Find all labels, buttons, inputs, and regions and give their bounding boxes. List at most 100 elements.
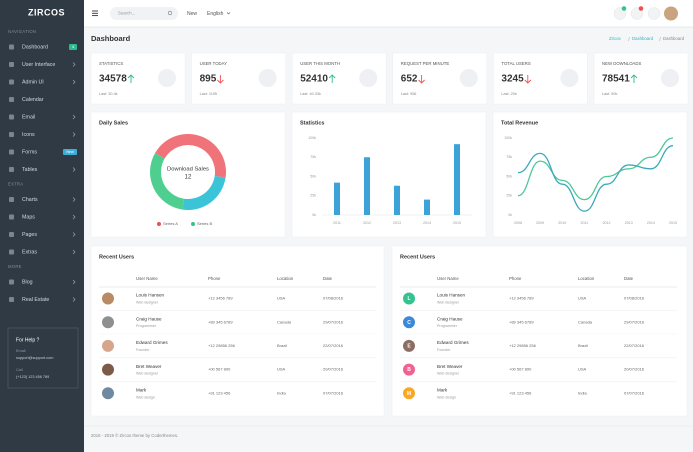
user-role: Web designer bbox=[136, 300, 159, 304]
stat-last: Last: 956 bbox=[401, 92, 417, 96]
bar bbox=[364, 157, 370, 215]
logo[interactable]: ZIRCOS bbox=[28, 7, 65, 17]
search-box bbox=[110, 7, 178, 20]
nav-icon bbox=[9, 149, 14, 155]
y-tick-label: 75k bbox=[506, 155, 512, 159]
nav-chevron bbox=[72, 79, 76, 85]
nav-item[interactable]: Forms bbox=[22, 149, 37, 155]
line-series bbox=[517, 145, 674, 212]
table-card bbox=[391, 245, 688, 417]
nav-icon bbox=[9, 132, 14, 137]
stat-icon bbox=[560, 69, 579, 87]
stat-value: 78541 bbox=[602, 74, 630, 85]
cell-phone: +91 123 456 bbox=[208, 390, 231, 395]
nav-chevron bbox=[72, 197, 76, 202]
nav-badge: New bbox=[66, 150, 74, 154]
stat-last: Last: 1195 bbox=[200, 92, 217, 96]
user-name[interactable]: Bret Weaver bbox=[136, 364, 162, 369]
stat-label: USER TODAY bbox=[200, 61, 228, 66]
nav-chevron bbox=[72, 167, 76, 172]
chart-title: Daily Sales bbox=[99, 120, 128, 126]
nav-chevron bbox=[72, 214, 76, 220]
cell-date: 20/07/2016 bbox=[323, 367, 344, 372]
avatar-letter: L bbox=[407, 296, 410, 302]
y-tick-label: 25k bbox=[506, 194, 512, 198]
chart-card bbox=[492, 111, 688, 238]
user-name[interactable]: Edward Grimes bbox=[437, 340, 469, 345]
user-name[interactable]: Mark bbox=[136, 388, 147, 393]
nav-icon bbox=[9, 297, 14, 302]
topbar-language[interactable]: English bbox=[207, 11, 224, 17]
nav-item[interactable]: Charts bbox=[22, 197, 38, 203]
avatar bbox=[102, 339, 114, 352]
nav-item[interactable]: User Interface bbox=[22, 62, 55, 68]
cell-phone: +12 3456 789 bbox=[509, 296, 534, 301]
cell-location: USA bbox=[578, 296, 587, 301]
cell-location: Canada bbox=[277, 319, 292, 324]
user-name[interactable]: Mark bbox=[437, 388, 448, 393]
stat-last: Last: 20k bbox=[501, 92, 517, 96]
cell-date: 20/07/2016 bbox=[624, 367, 645, 372]
nav-item[interactable]: Email bbox=[22, 114, 35, 120]
nav-item[interactable]: Maps bbox=[22, 214, 35, 220]
user-role: Founder bbox=[136, 348, 150, 352]
cell-phone: +00 567 890 bbox=[208, 367, 231, 372]
cell-location: USA bbox=[277, 296, 286, 301]
cell-date: 29/07/2016 bbox=[323, 319, 344, 324]
nav-badge-bg bbox=[69, 44, 77, 50]
user-name[interactable]: Craig Hause bbox=[136, 316, 162, 321]
nav-heading: NAVIGATION bbox=[8, 29, 36, 34]
column-header: Date bbox=[323, 276, 333, 281]
cell-date: 07/08/2016 bbox=[323, 296, 344, 301]
nav-icon bbox=[9, 232, 14, 237]
y-tick-label: 50k bbox=[506, 174, 512, 178]
x-tick-label: 2010 bbox=[558, 221, 566, 225]
breadcrumb[interactable]: Zircos bbox=[609, 36, 621, 41]
nav-item[interactable]: Blog bbox=[22, 279, 33, 285]
nav-item[interactable]: Dashboard bbox=[22, 44, 48, 50]
bar bbox=[454, 144, 460, 215]
nav-item[interactable]: Extras bbox=[22, 249, 37, 255]
x-tick-label: 2014 bbox=[647, 221, 655, 225]
stat-value: 652 bbox=[401, 74, 418, 85]
avatar-letter: E bbox=[407, 344, 411, 350]
nav-heading: EXTRA bbox=[8, 182, 23, 187]
nav-item[interactable]: Admin UI bbox=[22, 79, 44, 85]
legend-dot bbox=[191, 222, 195, 226]
cell-location: USA bbox=[277, 367, 286, 372]
legend-dot bbox=[157, 222, 161, 226]
trend-arrow-head bbox=[328, 74, 336, 79]
stat-label: USER THIS MONTH bbox=[300, 61, 340, 66]
user-avatar bbox=[664, 6, 678, 21]
user-name[interactable]: Louis Hansen bbox=[437, 293, 466, 298]
nav-item[interactable]: Tables bbox=[22, 167, 38, 173]
avatar bbox=[403, 387, 415, 400]
nav-item[interactable]: Calendar bbox=[22, 97, 44, 103]
column-header: Phone bbox=[208, 276, 221, 281]
nav-item[interactable]: Pages bbox=[22, 232, 37, 238]
breadcrumb[interactable]: Dashboard bbox=[632, 36, 654, 41]
y-tick-label: 75k bbox=[310, 155, 316, 159]
column-header: Phone bbox=[509, 276, 522, 281]
user-role: Web designer bbox=[437, 372, 460, 376]
y-tick-label: 100k bbox=[308, 136, 316, 140]
user-name[interactable]: Craig Hause bbox=[437, 316, 463, 321]
nav-badge: 4 bbox=[72, 45, 74, 49]
trend-arrow-head bbox=[418, 79, 425, 84]
topbar-new[interactable]: New bbox=[187, 11, 197, 17]
user-name[interactable]: Bret Weaver bbox=[437, 364, 463, 369]
cell-date: 22/07/2016 bbox=[624, 343, 645, 348]
x-tick-label: 2015 bbox=[669, 221, 677, 225]
nav-item[interactable]: Real Estate bbox=[22, 297, 49, 303]
cell-location: India bbox=[277, 390, 286, 395]
help-label: Email bbox=[16, 349, 26, 353]
user-name[interactable]: Louis Hansen bbox=[136, 293, 165, 298]
nav-icon bbox=[9, 249, 14, 255]
help-label: Call bbox=[16, 368, 23, 372]
sidebar bbox=[0, 0, 84, 452]
avatar bbox=[403, 339, 415, 352]
nav-item[interactable]: Icons bbox=[22, 132, 35, 138]
user-name[interactable]: Edward Grimes bbox=[136, 340, 168, 345]
cell-phone: +89 345 6789 bbox=[509, 319, 534, 324]
